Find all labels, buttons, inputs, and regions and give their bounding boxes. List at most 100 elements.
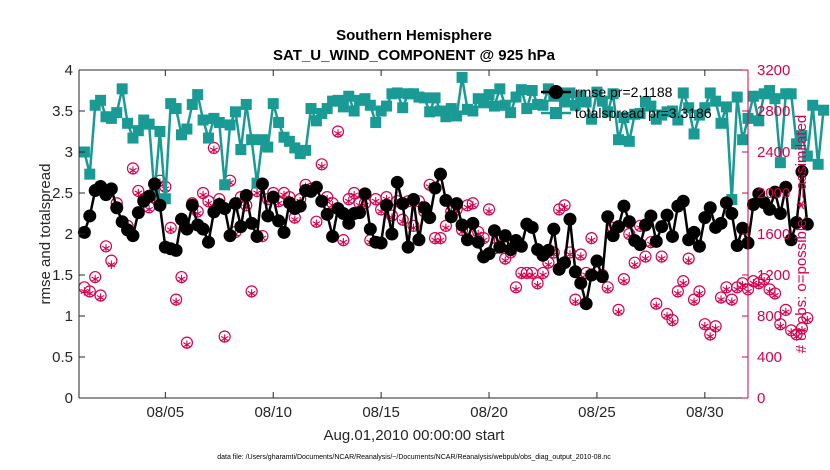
totalspread-point — [235, 144, 247, 156]
rmse-point — [692, 239, 706, 253]
totalspread-point — [645, 100, 657, 112]
chart-subtitle: SAT_U_WIND_COMPONENT @ 925 hPa — [273, 47, 556, 64]
totalspread-point — [586, 113, 598, 125]
rmse-point — [396, 197, 410, 211]
obs-assimilated-point — [177, 274, 186, 284]
rmse-point — [687, 225, 701, 239]
rmse-point — [585, 268, 599, 282]
rmse-point — [423, 211, 437, 225]
totalspread-point — [116, 83, 128, 95]
y2-tick-label: 2800 — [757, 103, 790, 120]
y2-tick-label: 0 — [757, 390, 765, 407]
obs-assimilated-point — [641, 254, 650, 263]
rmse-point — [746, 197, 760, 211]
totalspread-point — [445, 103, 457, 115]
rmse-point — [698, 211, 712, 225]
rmse-point — [153, 198, 167, 212]
obs-assimilated-point — [684, 256, 693, 265]
totalspread-point — [240, 98, 252, 110]
totalspread-point — [105, 112, 117, 124]
rmse-point — [482, 247, 496, 261]
totalspread-point — [704, 87, 716, 99]
obs-assimilated-point — [749, 279, 758, 288]
rmse-point — [385, 227, 399, 241]
totalspread-point — [359, 93, 371, 105]
totalspread-point — [526, 85, 538, 96]
x-tick-label: 08/10 — [254, 404, 292, 421]
totalspread-point — [596, 95, 608, 107]
obs-assimilated-point — [220, 334, 229, 343]
totalspread-point — [370, 116, 382, 128]
rmse-point — [763, 202, 777, 216]
totalspread-point — [95, 94, 107, 106]
obs-assimilated-point — [652, 301, 661, 310]
totalspread-point — [769, 93, 781, 105]
obs-assimilated-point — [344, 197, 353, 206]
totalspread-point — [494, 83, 506, 95]
rmse-point — [790, 216, 804, 230]
totalspread-point — [176, 129, 188, 141]
y2-tick-label: 2400 — [757, 144, 790, 161]
rmse-point — [261, 209, 275, 223]
totalspread-point — [785, 88, 797, 100]
rmse-point — [315, 194, 329, 208]
rmse-point — [665, 229, 679, 243]
rmse-point — [412, 233, 426, 247]
totalspread-point — [267, 98, 279, 110]
obs-assimilated-point — [668, 317, 677, 327]
totalspread-point — [478, 97, 490, 109]
rmse-point — [800, 217, 814, 231]
obs-assimilated-point — [209, 145, 218, 155]
x-tick-label: 08/20 — [470, 404, 508, 421]
obs-assimilated-point — [463, 203, 472, 212]
totalspread-point — [181, 123, 193, 135]
y-tick-label: 3.5 — [52, 103, 73, 120]
totalspread-point — [289, 142, 301, 154]
rmse-point — [730, 238, 744, 252]
obs-assimilated-point — [485, 207, 493, 216]
rmse-point — [622, 215, 636, 229]
axis-layer: 08/05 08/10 08/15 08/20 08/25 08/30 0 0.5 1 1.5 2 2… — [52, 62, 790, 421]
rmse-point — [255, 177, 269, 191]
obs-assimilated-point — [673, 289, 682, 298]
rmse-point — [142, 189, 156, 203]
totalspread-point — [607, 88, 619, 100]
rmse-point — [590, 254, 604, 268]
rmse-point — [353, 206, 367, 220]
legend-label-totalspread: totalspread pr=3.3186 — [575, 105, 712, 121]
obs-assimilated-point — [690, 297, 698, 306]
totalspread-point — [720, 101, 732, 113]
x-tick-label: 08/30 — [686, 404, 724, 421]
y2-tick-label: 800 — [757, 308, 782, 325]
obs-assimilated-point — [247, 289, 256, 298]
totalspread-point — [111, 107, 123, 119]
totalspread-point — [796, 130, 808, 142]
totalspread-point — [305, 103, 317, 115]
obs-assimilated-point — [587, 235, 596, 245]
rmse-point — [428, 181, 442, 195]
totalspread-point — [613, 134, 625, 146]
totalspread-point — [467, 105, 479, 117]
rmse-point — [309, 180, 323, 194]
totalspread-point — [122, 117, 134, 129]
rmse-point — [126, 229, 140, 243]
obs-assimilated-point — [717, 295, 725, 304]
obs-assimilated-point — [312, 219, 321, 228]
series-layer — [77, 71, 830, 349]
rmse-point — [131, 206, 145, 220]
obs-assimilated-point — [571, 297, 580, 306]
totalspread-point — [418, 92, 430, 104]
rmse-point — [487, 224, 501, 238]
totalspread-point — [688, 128, 700, 140]
totalspread-point — [219, 179, 231, 191]
obs-assimilated-point — [96, 293, 105, 302]
totalspread-point — [801, 150, 813, 162]
totalspread-point — [186, 98, 198, 110]
rmse-point — [439, 193, 453, 207]
rmse-point — [110, 201, 124, 215]
chart-title: Southern Hemisphere — [336, 27, 492, 44]
obs-assimilated-point — [560, 203, 569, 212]
totalspread-point — [451, 110, 463, 122]
obs-assimilated-point — [102, 244, 110, 253]
totalspread-point — [283, 135, 295, 147]
